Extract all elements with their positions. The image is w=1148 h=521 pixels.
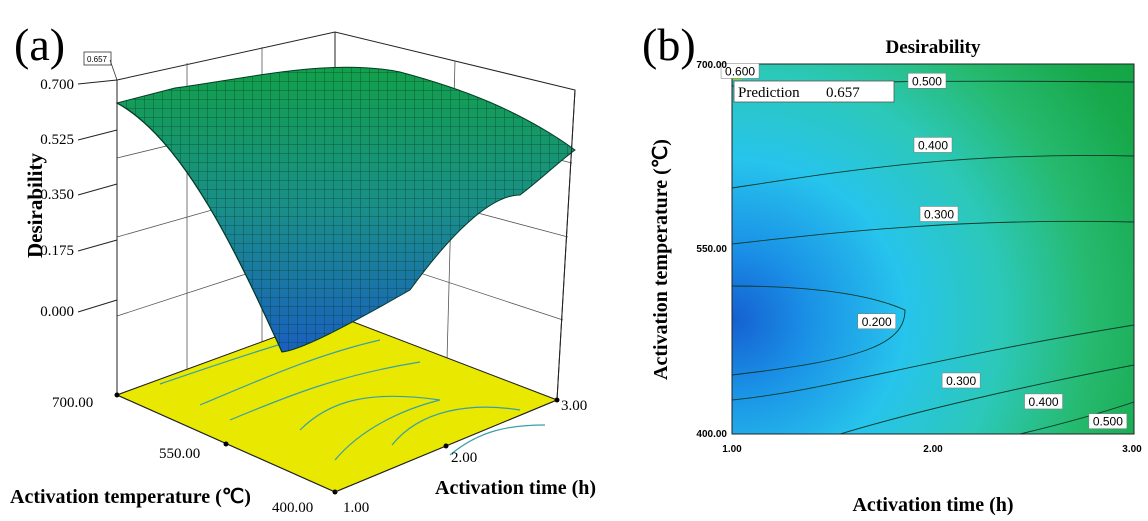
contour-label-box	[1088, 413, 1128, 429]
contour-label-text: 0.300	[946, 374, 976, 388]
contour-label-text: 0.200	[862, 315, 892, 329]
temp-tick-1: 550.00	[159, 446, 200, 462]
contour-label: 0.300	[919, 206, 959, 222]
contour-label: 0.400	[913, 137, 953, 153]
panel-b-label: (b)	[642, 19, 696, 70]
contour-label: 0.200	[857, 313, 896, 330]
contour-label-box	[1024, 393, 1063, 410]
contour-labels: 0.600 0.500 0.400 0.300 0.200 0.300 0.400 0.500	[720, 63, 1128, 429]
contour-label-text: 0.500	[912, 74, 942, 88]
z-tick-0: 0.700	[40, 77, 74, 93]
contour-y-title: Activation temperature (℃)	[650, 139, 672, 380]
z-tick-1: 0.525	[40, 132, 74, 148]
y-tick-550: 550.00	[696, 244, 727, 255]
x-tick-1: 1.00	[722, 444, 742, 455]
contour-plot-area	[732, 64, 1134, 434]
contour-label: 0.500	[1088, 413, 1128, 429]
front-edges	[116, 80, 576, 401]
temp-tick-0: 700.00	[52, 395, 93, 411]
y-tick-400: 400.00	[696, 429, 727, 440]
z-tick-2: 0.350	[40, 187, 74, 203]
response-surface	[115, 66, 576, 353]
contour-label-box	[913, 137, 953, 153]
contour-label-text: 0.500	[1093, 415, 1123, 429]
contour-label: 0.500	[907, 73, 947, 89]
contour-label: 0.400	[1024, 393, 1063, 410]
contour-x-axis: 1.00 2.00 3.00 Activation time (h)	[722, 444, 1142, 516]
max-flag: 0.657	[83, 51, 118, 81]
temp-axis-title: Activation temperature (℃)	[10, 486, 251, 508]
panel-a-label: (a)	[14, 19, 65, 70]
time-axis-title: Activation time (h)	[435, 477, 596, 499]
panel-a: (a)	[10, 19, 596, 516]
time-tick-2: 1.00	[343, 500, 369, 516]
contour-label-text: 0.600	[725, 64, 755, 78]
contour-title: Desirability	[886, 37, 981, 58]
contour-label-text: 0.300	[924, 207, 954, 221]
prediction-box: Prediction 0.657	[733, 80, 895, 103]
time-tick-1: 2.00	[451, 450, 477, 466]
contour-label-box	[919, 206, 959, 222]
contour-label-box	[720, 63, 760, 79]
contour-label-box	[857, 313, 896, 330]
time-tick-0: 3.00	[561, 398, 587, 414]
contour-label-text: 0.400	[1029, 395, 1059, 409]
max-flag-value: 0.657	[87, 55, 108, 64]
contour-frame	[731, 63, 1135, 435]
y-tick-700: 700.00	[696, 60, 727, 71]
contour-label-box	[907, 73, 947, 89]
contour-label-text: 0.400	[918, 138, 948, 152]
contour-y-axis: 400.00 550.00 700.00 Activation temperat…	[650, 60, 727, 440]
z-tick-4: 0.000	[40, 304, 74, 320]
contour-label: 0.600	[720, 63, 760, 79]
panel-b: (b) Desirability 0.600 0.500 0.400 0.300 0.2…	[642, 19, 1142, 516]
contour-label: 0.300	[941, 372, 981, 389]
contour-x-title: Activation time (h)	[852, 494, 1013, 516]
floor	[115, 314, 559, 493]
temp-tick-2: 400.00	[272, 500, 313, 516]
contour-label-box	[941, 372, 981, 389]
z-tick-3: 0.175	[40, 243, 74, 259]
z-axis: 0.700 0.525 0.350 0.175 0.000 Desirabili…	[23, 77, 118, 320]
z-axis-title: Desirability	[23, 153, 47, 258]
x-tick-2: 2.00	[923, 444, 943, 455]
time-axis: 3.00 2.00 1.00 Activation time (h)	[334, 397, 596, 516]
prediction-label: Prediction	[738, 85, 800, 101]
prediction-value: 0.657	[826, 85, 860, 101]
temperature-axis: 700.00 550.00 400.00 Activation temperat…	[10, 392, 338, 516]
x-tick-3: 3.00	[1122, 444, 1142, 455]
